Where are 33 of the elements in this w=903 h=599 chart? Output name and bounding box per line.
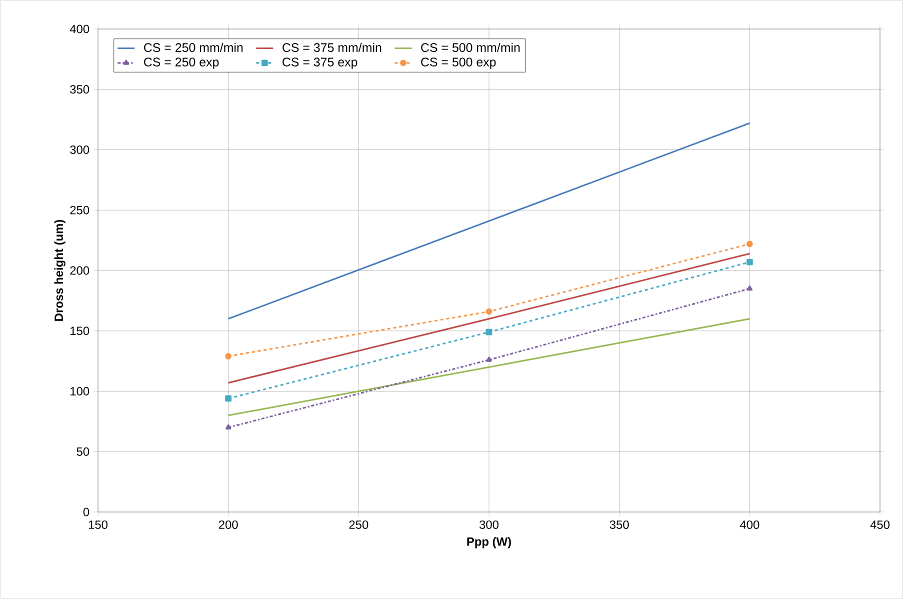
point — [746, 240, 753, 248]
point — [225, 353, 232, 360]
y-tick-label: 150 — [70, 326, 90, 336]
legend-label: CS = 500 exp — [421, 58, 496, 69]
x-tick-label: 400 — [740, 520, 760, 529]
point — [486, 328, 492, 336]
point — [225, 424, 232, 430]
point — [746, 258, 753, 266]
point — [486, 356, 492, 362]
legend-label: CS = 375 exp — [282, 58, 358, 69]
x-tick-label: 150 — [88, 520, 108, 529]
y-tick-label: 50 — [76, 447, 90, 456]
legend-label: CS = 250 mm/min — [144, 42, 243, 52]
y-tick-label: 400 — [70, 24, 90, 34]
y-tick-label: 0 — [83, 508, 90, 516]
x-tick-label: 200 — [218, 520, 238, 529]
x-tick-label: 450 — [870, 520, 890, 529]
legend-label: CS = 500 mm/min — [421, 42, 520, 52]
legend-label: CS = 250 exp — [144, 58, 219, 69]
x-tick-label: 300 — [479, 520, 499, 529]
point — [486, 308, 492, 315]
y-tick-label: 250 — [70, 206, 90, 214]
y-tick-label: 300 — [70, 146, 90, 154]
x-tick-label: 250 — [349, 520, 368, 529]
x-tick-label: 350 — [610, 520, 629, 529]
point — [225, 395, 232, 402]
x-axis-title: Ppp (W) — [467, 537, 511, 548]
y-tick-label: 100 — [70, 387, 90, 396]
y-tick-label: 200 — [70, 266, 90, 275]
y-tick-label: 350 — [70, 85, 90, 94]
y-axis-title: Dross height (um) — [54, 220, 66, 321]
legend-label: CS = 375 mm/min — [282, 42, 382, 52]
point — [746, 285, 753, 291]
